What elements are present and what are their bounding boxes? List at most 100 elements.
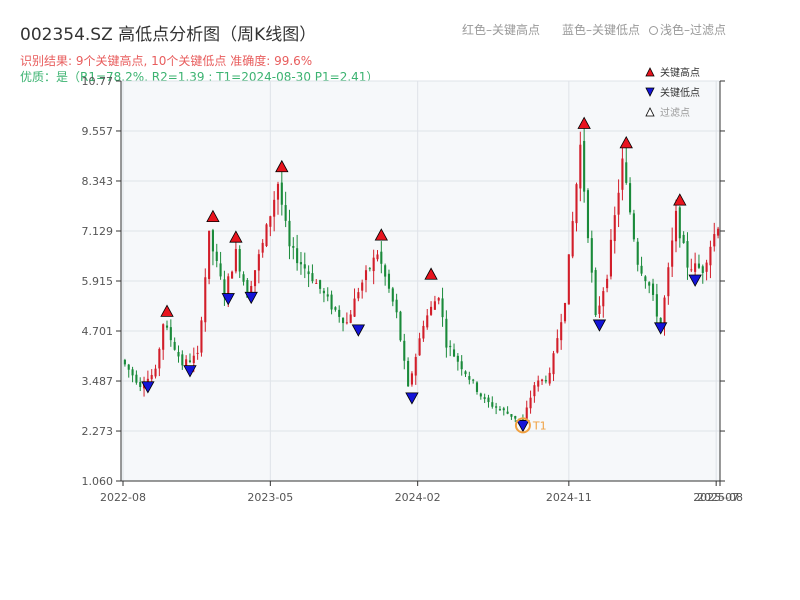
candle-body — [705, 262, 708, 272]
candle-body — [158, 348, 161, 369]
key-high-marker — [374, 228, 388, 241]
candle-body — [418, 338, 421, 356]
candle-body — [395, 299, 398, 313]
legend-label-low: 关键低点 — [660, 86, 700, 99]
candle-body — [510, 414, 513, 417]
candle-body — [640, 265, 643, 274]
legend-symbol-filtered — [645, 107, 655, 117]
candle-body — [349, 314, 352, 323]
candle-body — [475, 382, 479, 392]
candle-body — [403, 340, 406, 361]
candle-body — [238, 248, 241, 272]
candle-body — [200, 320, 203, 353]
key-low-marker — [654, 322, 668, 335]
candle-body — [709, 246, 712, 266]
candle-body — [437, 298, 440, 301]
candle-body — [211, 230, 214, 252]
key-low-marker — [351, 324, 366, 337]
candle-body — [242, 274, 245, 282]
top-legend-red: 红色–关键高点 — [462, 23, 541, 37]
key-low-marker — [141, 381, 155, 394]
candle-body — [150, 374, 153, 380]
candle-body — [667, 267, 670, 297]
ring-icon — [649, 26, 658, 35]
candle-body — [280, 182, 283, 205]
candle-body — [311, 273, 314, 282]
key-high-marker — [206, 209, 220, 222]
candle-body — [246, 280, 249, 298]
candle-body — [487, 397, 490, 403]
candle-body — [690, 269, 693, 271]
candle-body — [387, 273, 391, 289]
candle-body — [208, 230, 211, 279]
candle-body — [651, 283, 655, 295]
candle-body — [617, 192, 620, 215]
candle-body — [341, 317, 345, 324]
legend-symbol-high — [645, 67, 655, 77]
candle-body — [192, 355, 195, 364]
candle-body — [671, 240, 674, 267]
candle-body — [204, 277, 207, 323]
candle-body — [330, 294, 333, 310]
candle-body — [284, 205, 287, 221]
y-tick-label: 4.701 — [82, 325, 114, 338]
candle-body — [303, 264, 306, 269]
key-low-marker — [221, 293, 235, 306]
candle-body — [456, 355, 459, 362]
candle-body — [663, 297, 666, 327]
y-tick-label: 1.060 — [82, 475, 114, 488]
candle-body — [261, 242, 264, 253]
candle-body — [391, 288, 394, 302]
y-tick-label: 7.129 — [82, 225, 114, 238]
candle-body — [632, 213, 635, 240]
candle-body — [506, 411, 509, 414]
candle-body — [483, 397, 486, 400]
candle-body — [273, 199, 276, 217]
candle-body — [621, 158, 624, 190]
candle-body — [368, 268, 371, 270]
candle-body — [173, 341, 176, 350]
candle-body — [525, 407, 528, 419]
candle-body — [579, 144, 582, 189]
candle-body — [430, 306, 433, 315]
candle-body — [678, 207, 681, 239]
candle-body — [399, 311, 402, 341]
candle-body — [338, 309, 341, 317]
top-legend-blue: 蓝色–关键低点 — [562, 23, 641, 37]
candle-body — [609, 239, 612, 277]
candle-body — [598, 305, 601, 315]
candle-body — [629, 183, 632, 213]
candle-body — [165, 325, 169, 328]
candle-body — [269, 216, 272, 227]
x-tick-label: 2025-07 — [693, 491, 739, 504]
y-tick-label: 5.915 — [82, 275, 114, 288]
candle-body — [364, 270, 368, 281]
candle-body — [426, 315, 429, 328]
candle-body — [694, 263, 697, 272]
key-low-marker — [244, 291, 258, 305]
key-low-marker — [183, 365, 197, 378]
recognition-summary: 识别结果: 9个关键高点, 10个关键低点 准确度: 99.6% — [20, 54, 313, 68]
candle-body — [422, 325, 425, 339]
candle-body — [414, 356, 417, 376]
candle-body — [717, 228, 720, 236]
candle-body — [357, 292, 360, 299]
candle-body — [299, 262, 303, 265]
candle-body — [433, 301, 436, 310]
candle-body — [326, 294, 329, 297]
candle-body — [682, 234, 685, 243]
candle-body — [594, 270, 597, 316]
candle-body — [464, 371, 467, 375]
key-high-marker — [424, 267, 438, 280]
candle-body — [537, 380, 540, 387]
candle-body — [460, 361, 463, 370]
candle-body — [322, 290, 325, 294]
candle-body — [686, 241, 689, 268]
candle-body — [384, 265, 387, 277]
candle-body — [449, 345, 452, 348]
candle-body — [563, 303, 567, 322]
x-tick-label: 2024-02 — [395, 491, 441, 504]
candle-body — [361, 282, 364, 291]
candle-body — [257, 254, 260, 271]
